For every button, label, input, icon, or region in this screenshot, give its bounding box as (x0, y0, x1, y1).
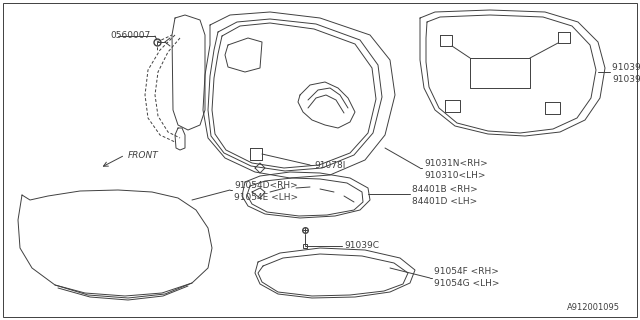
Text: 91054E <LH>: 91054E <LH> (234, 193, 298, 202)
Text: 91039A<LH>: 91039A<LH> (612, 76, 640, 84)
Text: 91031N<RH>: 91031N<RH> (424, 158, 488, 167)
Text: 84401B <RH>: 84401B <RH> (412, 186, 477, 195)
Text: 91054F <RH>: 91054F <RH> (434, 268, 499, 276)
Text: 91039  <RH>: 91039 <RH> (612, 63, 640, 73)
Text: 910310<LH>: 910310<LH> (424, 171, 486, 180)
Text: 91054G <LH>: 91054G <LH> (434, 279, 499, 289)
Text: 91054D<RH>: 91054D<RH> (234, 180, 298, 189)
Text: 91078I: 91078I (314, 161, 346, 170)
Text: FRONT: FRONT (128, 150, 159, 159)
Text: A912001095: A912001095 (567, 303, 620, 312)
Text: 0560007: 0560007 (110, 31, 150, 41)
Text: 84401D <LH>: 84401D <LH> (412, 197, 477, 206)
Text: 91039C: 91039C (344, 242, 379, 251)
